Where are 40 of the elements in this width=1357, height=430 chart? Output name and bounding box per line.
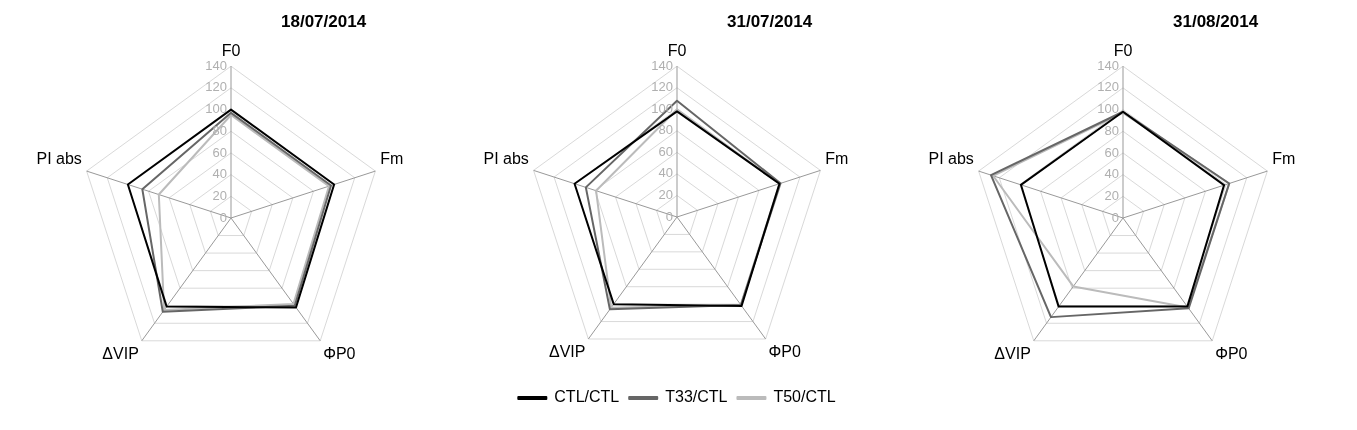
spoke-label: F0 <box>667 42 687 60</box>
y-tick-label: 120 <box>651 79 673 95</box>
spoke-label: PI abs <box>36 150 82 168</box>
y-tick-label: 40 <box>212 166 227 182</box>
y-tick-label: 20 <box>1104 187 1119 203</box>
y-tick-label: 100 <box>1097 101 1119 117</box>
spoke-label: ΦP0 <box>323 344 356 362</box>
spoke-label: ΔVIP <box>994 344 1031 362</box>
y-tick-label: 80 <box>1104 122 1119 138</box>
spoke-label: ΦP0 <box>1215 344 1248 362</box>
y-tick-label: 60 <box>658 143 673 159</box>
y-tick-label: 40 <box>1104 166 1119 182</box>
chart-title: 18/07/2014 <box>281 12 367 32</box>
spoke-label: PI abs <box>483 149 529 167</box>
y-tick-label: 40 <box>658 165 673 181</box>
y-tick-label: 100 <box>205 101 227 117</box>
y-tick-label: 140 <box>205 57 227 73</box>
spoke-label: F0 <box>1113 42 1133 60</box>
y-tick-label: 140 <box>1097 57 1119 73</box>
spoke-label: Fm <box>825 149 849 167</box>
spoke-label: ΔVIP <box>102 344 139 362</box>
legend-label: CTL/CTL <box>554 388 620 406</box>
y-tick-label: 80 <box>658 122 673 138</box>
spoke-label: PI abs <box>928 150 974 168</box>
y-tick-label: 120 <box>205 79 227 95</box>
chart-title: 31/08/2014 <box>1173 12 1259 32</box>
y-tick-label: 20 <box>212 187 227 203</box>
spoke-label: F0 <box>221 42 241 60</box>
y-tick-label: 60 <box>1104 144 1119 160</box>
legend-label: T33/CTL <box>665 388 728 406</box>
y-tick-label: 140 <box>651 57 673 73</box>
y-tick-label: 20 <box>658 187 673 203</box>
spoke-label: ΦP0 <box>768 343 802 361</box>
spoke-label: Fm <box>1272 150 1296 168</box>
y-tick-label: 120 <box>1097 79 1119 95</box>
spoke-label: Fm <box>380 150 404 168</box>
spoke-label: ΔVIP <box>548 343 586 361</box>
legend-label: T50/CTL <box>773 388 836 406</box>
chart-title: 31/07/2014 <box>727 12 813 32</box>
y-tick-label: 60 <box>212 144 227 160</box>
